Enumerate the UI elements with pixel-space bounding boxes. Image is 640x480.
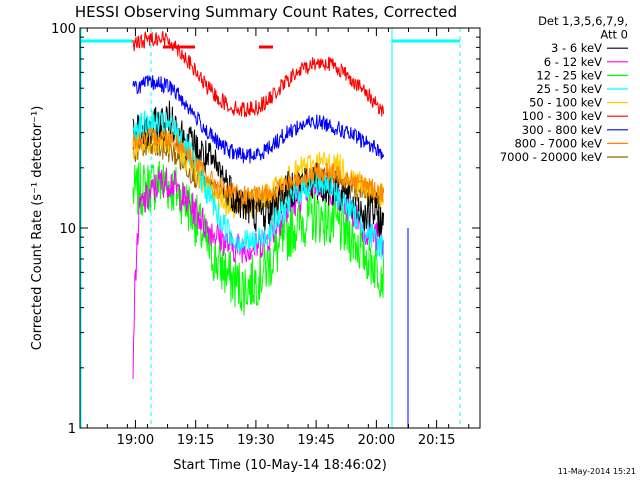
x-tick-label: 20:15 bbox=[418, 433, 455, 448]
legend-label: 100 - 300 keV bbox=[522, 109, 602, 123]
y-tick-label: 100 bbox=[51, 22, 76, 37]
x-tick-label: 19:30 bbox=[237, 433, 274, 448]
series-line-6 bbox=[132, 75, 385, 164]
axes: 19:00 19:15 19:30 19:45 20:00 20:15 1 10 100 bbox=[51, 22, 481, 448]
x-axis-label: Start Time (10-May-14 18:46:02) bbox=[173, 458, 387, 473]
chart-title: HESSI Observing Summary Count Rates, Cor… bbox=[75, 3, 457, 21]
x-tick-label: 19:00 bbox=[117, 433, 154, 448]
legend-label: 50 - 100 keV bbox=[529, 96, 602, 110]
y-tick-label: 10 bbox=[59, 222, 76, 237]
y-tick-label: 1 bbox=[68, 422, 76, 437]
x-tick-label: 19:45 bbox=[297, 433, 334, 448]
series-layer bbox=[132, 30, 385, 379]
x-tick-label: 20:00 bbox=[358, 433, 395, 448]
legend-label: 12 - 25 keV bbox=[536, 68, 602, 82]
legend-label: 300 - 800 keV bbox=[522, 123, 602, 137]
legend-header: Att 0 bbox=[600, 28, 628, 42]
x-tick-label: 19:15 bbox=[177, 433, 214, 448]
series-line-3 bbox=[132, 110, 385, 260]
legend-label: 25 - 50 keV bbox=[536, 82, 602, 96]
legend-label: 3 - 6 keV bbox=[551, 41, 602, 55]
event-markers bbox=[80, 28, 461, 428]
timestamp: 11-May-2014 15:21 bbox=[558, 467, 636, 476]
legend-label: 800 - 7000 keV bbox=[514, 136, 602, 150]
series-line-7 bbox=[132, 127, 385, 206]
y-axis-label: Corrected Count Rate (s⁻¹ detector⁻¹) bbox=[30, 106, 45, 351]
legend-label: 7000 - 20000 keV bbox=[500, 150, 602, 164]
legend-header: Det 1,3,5,6,7,9, bbox=[538, 14, 628, 28]
series-line-5 bbox=[132, 30, 385, 118]
legend-label: 6 - 12 keV bbox=[544, 55, 602, 69]
